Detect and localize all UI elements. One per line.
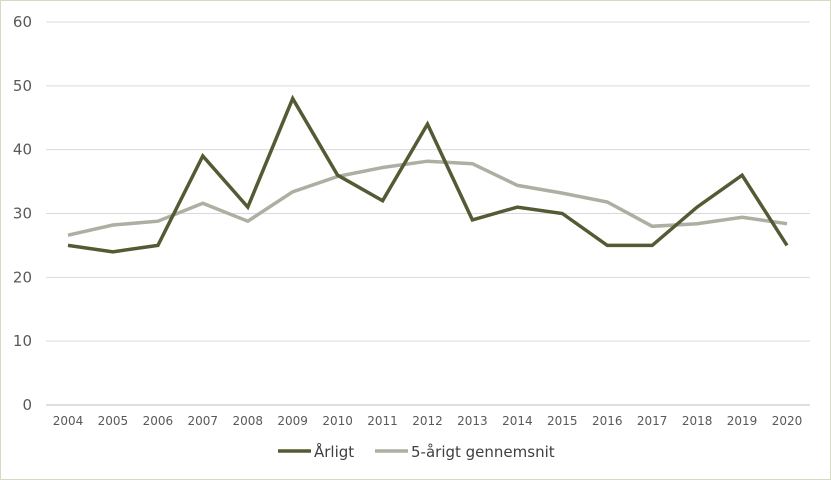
legend: Årligt 5-årigt gennemsnit xyxy=(278,442,555,461)
legend-label: Årligt xyxy=(314,442,354,461)
x-tick-label: 2011 xyxy=(367,414,398,428)
x-tick-label: 2005 xyxy=(98,414,129,428)
y-tick-label: 60 xyxy=(13,13,32,31)
gridlines xyxy=(46,21,810,406)
x-axis-ticks: 2004 2005 2006 2007 2008 2009 2010 2011 2012 2013… xyxy=(53,414,803,428)
legend-label: 5-årigt gennemsnit xyxy=(411,443,555,461)
x-tick-label: 2020 xyxy=(772,414,803,428)
series-line-1 xyxy=(67,159,788,237)
y-tick-label: 40 xyxy=(13,141,32,159)
x-tick-label: 2004 xyxy=(53,414,84,428)
x-tick-label: 2008 xyxy=(232,414,263,428)
x-tick-label: 2014 xyxy=(502,414,533,428)
x-tick-label: 2017 xyxy=(637,414,668,428)
y-tick-label: 50 xyxy=(13,77,32,95)
y-tick-label: 0 xyxy=(22,396,32,414)
series-lines xyxy=(67,94,789,254)
y-tick-label: 10 xyxy=(13,332,32,350)
y-tick-label: 20 xyxy=(13,268,32,286)
y-axis-ticks: 0 10 20 30 40 50 60 xyxy=(13,13,32,414)
x-tick-label: 2012 xyxy=(412,414,443,428)
x-tick-label: 2010 xyxy=(322,414,353,428)
x-tick-label: 2016 xyxy=(592,414,623,428)
x-tick-label: 2006 xyxy=(143,414,174,428)
x-tick-label: 2007 xyxy=(188,414,219,428)
x-tick-label: 2013 xyxy=(457,414,488,428)
x-tick-label: 2019 xyxy=(727,414,758,428)
x-tick-label: 2009 xyxy=(277,414,308,428)
y-tick-label: 30 xyxy=(13,205,32,223)
x-tick-label: 2018 xyxy=(682,414,713,428)
series-line-0 xyxy=(67,94,789,254)
x-tick-label: 2015 xyxy=(547,414,578,428)
